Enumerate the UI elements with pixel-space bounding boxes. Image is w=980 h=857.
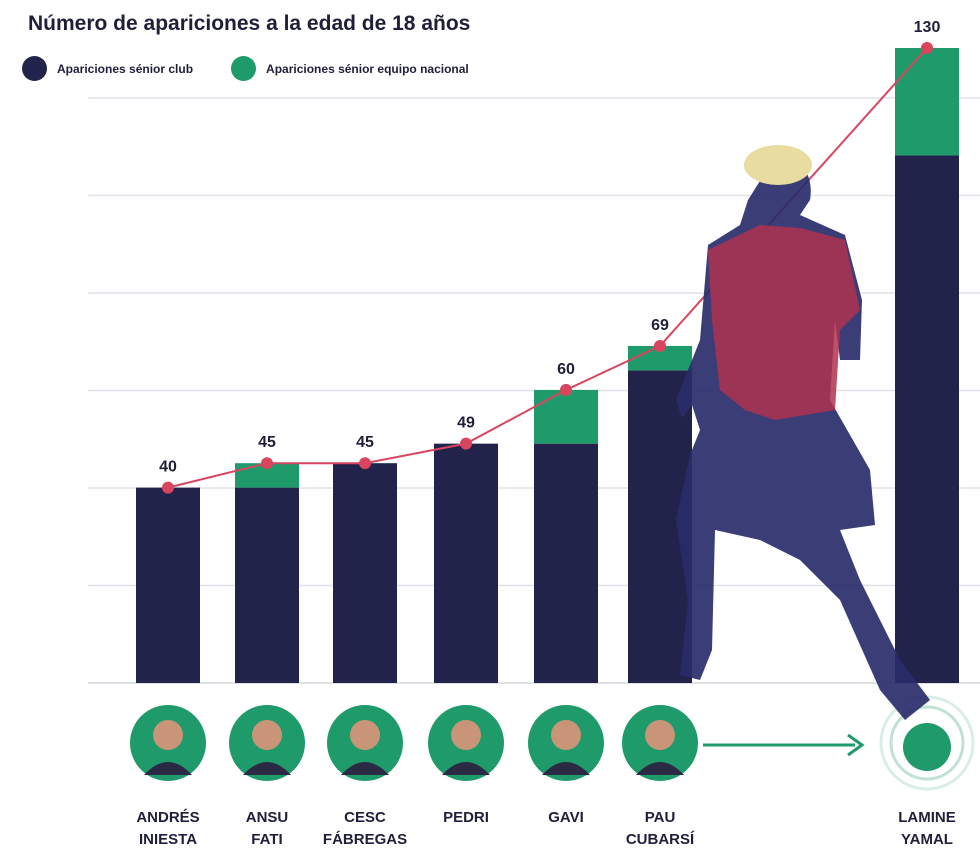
bar-national bbox=[895, 48, 959, 156]
avatar-shoulders bbox=[636, 762, 684, 775]
avatar-head bbox=[551, 720, 581, 750]
value-label: 60 bbox=[557, 361, 575, 378]
category-label: PAU bbox=[645, 809, 676, 826]
trend-point bbox=[261, 457, 273, 470]
trend-point bbox=[162, 481, 174, 494]
arrow-head bbox=[847, 733, 865, 757]
legend-swatch-club bbox=[22, 56, 47, 81]
legend: Apariciones sénior club Apariciones séni… bbox=[22, 56, 507, 81]
bar-club bbox=[136, 487, 200, 683]
avatar-head bbox=[252, 720, 282, 750]
avatar-head bbox=[350, 720, 380, 750]
category-label: CESC bbox=[344, 809, 386, 826]
legend-label-club: Apariciones sénior club bbox=[57, 61, 194, 76]
category-label: CUBARSÍ bbox=[626, 831, 695, 848]
avatar-shoulders bbox=[442, 762, 490, 775]
value-label: 45 bbox=[356, 434, 374, 451]
category-label: INIESTA bbox=[139, 831, 197, 848]
category-label: ANSU bbox=[246, 809, 289, 826]
avatar-shoulders bbox=[144, 762, 192, 775]
avatar-shoulders bbox=[542, 762, 590, 775]
chart-title: Número de apariciones a la edad de 18 añ… bbox=[28, 12, 471, 35]
legend-label-national: Apariciones sénior equipo nacional bbox=[266, 61, 469, 76]
trend-point bbox=[359, 457, 371, 470]
legend-item-club: Apariciones sénior club bbox=[22, 56, 193, 81]
category-label: LAMINE bbox=[898, 809, 956, 826]
bar-club bbox=[434, 443, 498, 683]
legend-swatch-national bbox=[231, 56, 257, 81]
value-label: 45 bbox=[258, 434, 276, 451]
category-label: FATI bbox=[251, 831, 282, 848]
legend-item-national: Apariciones sénior equipo nacional bbox=[231, 56, 469, 81]
bar-club bbox=[333, 463, 397, 683]
target-dot bbox=[903, 723, 951, 771]
category-label: YAMAL bbox=[901, 831, 953, 848]
bar-club bbox=[235, 487, 299, 683]
bar-club bbox=[534, 443, 598, 683]
bar-club bbox=[895, 155, 959, 683]
player-jersey bbox=[708, 225, 860, 420]
bar-national bbox=[534, 389, 598, 444]
trend-point bbox=[560, 383, 572, 396]
category-label: ANDRÉS bbox=[136, 809, 199, 826]
avatar-shoulders bbox=[243, 762, 291, 775]
avatar-head bbox=[645, 720, 675, 750]
trend-point bbox=[921, 42, 933, 54]
target-ring-inner bbox=[889, 705, 965, 781]
player-hair bbox=[744, 145, 812, 185]
category-label: FÁBREGAS bbox=[323, 831, 407, 848]
trend-point bbox=[654, 339, 666, 352]
avatar-shoulders bbox=[341, 762, 389, 775]
avatar-head bbox=[153, 720, 183, 750]
category-label: PEDRI bbox=[443, 809, 489, 826]
value-label: 130 bbox=[914, 19, 941, 36]
avatar-head bbox=[451, 720, 481, 750]
value-label: 69 bbox=[651, 317, 669, 334]
trend-point bbox=[460, 437, 472, 450]
category-label: GAVI bbox=[548, 809, 584, 826]
value-label: 40 bbox=[159, 459, 177, 476]
value-label: 49 bbox=[457, 415, 475, 432]
